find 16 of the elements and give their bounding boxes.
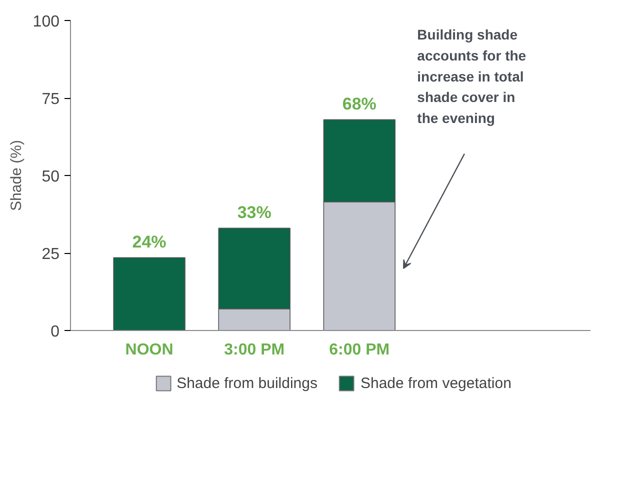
legend-label: Shade from vegetation [360, 374, 512, 392]
total-label: 24% [132, 232, 166, 252]
legend-label: Shade from buildings [176, 374, 318, 392]
y-tick-label: 50 [42, 168, 60, 186]
total-label: 33% [237, 203, 272, 222]
x-tick-label: 3:00 PM [224, 342, 285, 358]
total-label: 68% [342, 94, 376, 114]
y-tick-label: 75 [42, 91, 60, 108]
y-tick-label: 100 [32, 14, 60, 30]
text: Building shade accounts for the increase in total shade cover in the evening [417, 26, 526, 126]
y-tick-label: 0 [50, 324, 60, 340]
y-axis-title: Shade (%) [8, 140, 25, 211]
bar [113, 257, 186, 330]
y-tick-label: 25 [42, 246, 60, 263]
x-tick-label: 6:00 PM [329, 342, 390, 358]
x-tick-label: NOON [125, 342, 174, 358]
